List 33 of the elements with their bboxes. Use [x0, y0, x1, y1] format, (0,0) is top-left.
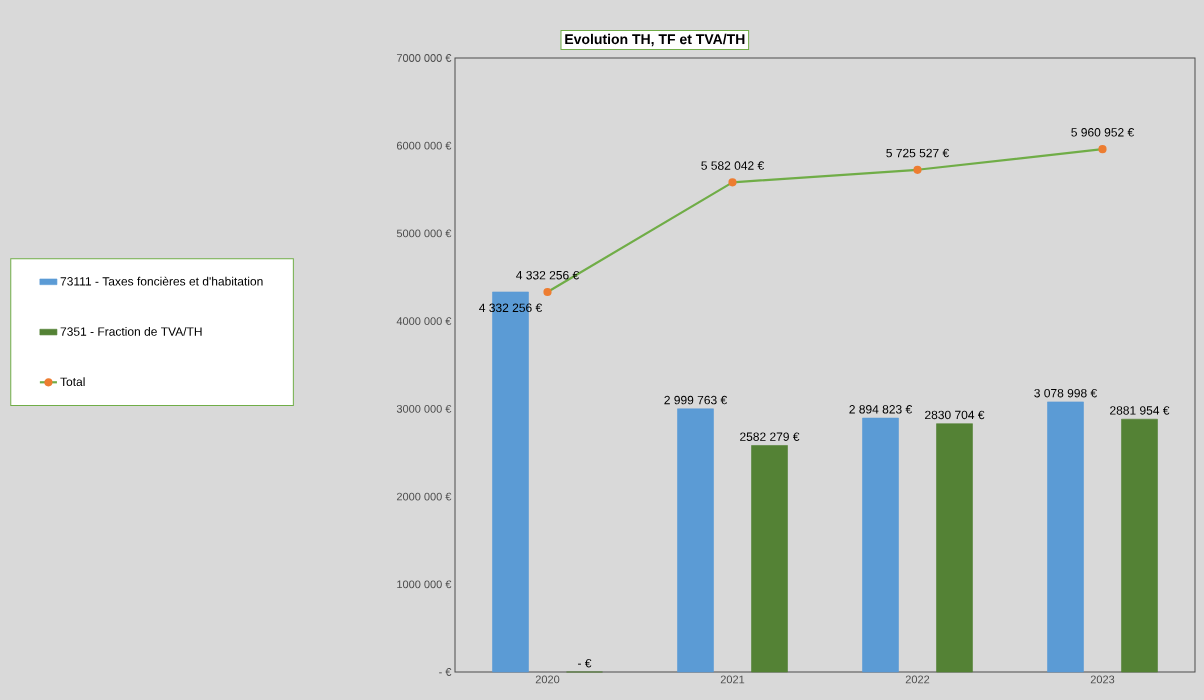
data-label: 3 078 998 €	[1034, 388, 1098, 398]
data-label: - €	[578, 658, 592, 668]
data-label: 5 725 527 €	[886, 148, 950, 158]
legend-label: 73111 - Taxes foncières et d'habitation	[60, 276, 263, 286]
x-tick-label: 2022	[905, 675, 930, 684]
bar	[1047, 401, 1084, 673]
y-tick-label: - €	[439, 668, 452, 676]
bar	[677, 408, 714, 673]
y-tick-label: 6000 000 €	[396, 141, 452, 150]
y-tick-label: 7000 000 €	[396, 54, 452, 62]
data-label: 2582 279 €	[740, 432, 800, 441]
data-label: 2 999 763 €	[664, 395, 728, 405]
y-tick-label: 3000 000 €	[396, 404, 452, 413]
legend-label: Total	[60, 377, 85, 386]
bar	[751, 445, 788, 673]
x-tick-label: 2023	[1090, 675, 1115, 684]
x-tick-label: 2021	[720, 675, 745, 684]
legend-label: 7351 - Fraction de TVA/TH	[60, 327, 202, 336]
data-label: 2881 954 €	[1110, 406, 1170, 415]
x-tick-label: 2020	[535, 675, 560, 684]
data-label: 5 960 952 €	[1071, 128, 1135, 137]
y-tick-label: 2000 000 €	[396, 492, 452, 501]
bar	[862, 417, 899, 673]
data-label: 2830 704 €	[925, 410, 985, 420]
data-label: 4 332 256 €	[516, 270, 580, 280]
y-tick-label: 4000 000 €	[396, 317, 452, 326]
bar	[1121, 418, 1158, 673]
bar	[936, 423, 973, 673]
data-label: 5 582 042 €	[701, 161, 765, 170]
data-label: 2 894 823 €	[849, 405, 913, 414]
chart-title: Evolution TH, TF et TVA/TH	[565, 33, 745, 47]
y-tick-label: 1000 000 €	[397, 580, 452, 589]
y-tick-label: 5000 000 €	[396, 229, 452, 238]
